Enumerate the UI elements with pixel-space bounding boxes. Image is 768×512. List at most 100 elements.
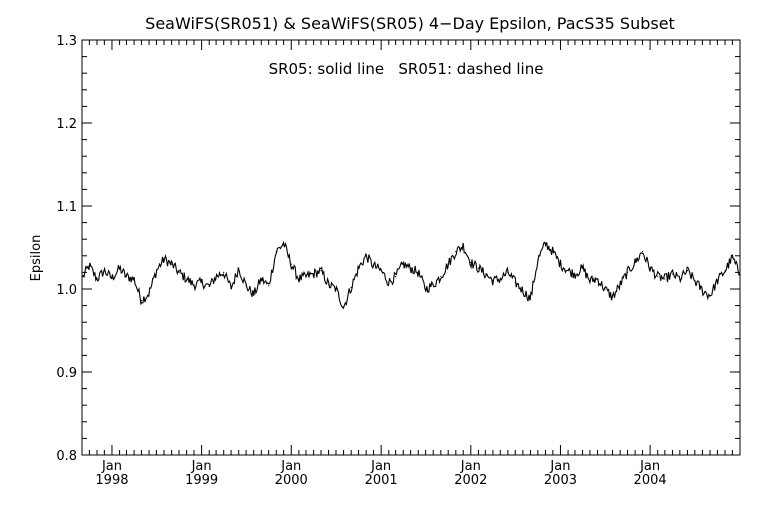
series-point	[484, 273, 486, 275]
series-point	[171, 263, 173, 265]
chart-annotation: SR05: solid line SR051: dashed line	[269, 60, 544, 78]
series-point	[223, 271, 225, 273]
series-point	[626, 271, 629, 273]
plot-frame	[81, 39, 741, 456]
series-line-sr05	[82, 240, 740, 310]
series-point	[552, 251, 554, 253]
series-point	[82, 275, 84, 278]
series-point	[148, 292, 150, 294]
series-point	[155, 270, 158, 272]
series-point	[103, 270, 105, 272]
series-point	[455, 251, 457, 253]
series-point	[313, 273, 315, 275]
x-tick-month-label: Jan	[101, 459, 122, 474]
x-tick-month-label: Jan	[280, 459, 301, 474]
series-point	[193, 284, 195, 286]
x-tick-year-label: 1998	[95, 473, 128, 488]
series-point	[507, 271, 509, 273]
series-point	[657, 275, 659, 278]
series-point	[596, 278, 599, 280]
series-point	[335, 288, 337, 290]
series-point	[619, 284, 621, 286]
x-tick-year-label: 2004	[634, 473, 667, 488]
series-point	[671, 273, 674, 275]
series-point	[96, 278, 98, 280]
series-point	[118, 267, 121, 269]
series-point	[305, 275, 307, 278]
series-point	[88, 265, 90, 267]
x-axis: Jan1998Jan1999Jan2000Jan2001Jan2002Jan20…	[88, 40, 733, 488]
x-tick-month-label: Jan	[639, 459, 660, 474]
series-point	[649, 267, 651, 269]
series-point	[208, 285, 210, 288]
series-point	[133, 278, 135, 280]
series-point	[253, 294, 255, 296]
series-group	[82, 240, 741, 310]
series-point	[492, 280, 494, 282]
x-tick-month-label: Jan	[549, 459, 570, 474]
series-point	[268, 285, 270, 287]
series-point	[140, 300, 143, 302]
series-point	[589, 280, 591, 282]
series-point	[395, 275, 397, 278]
series-point	[701, 290, 704, 292]
series-point	[432, 284, 434, 286]
series-point	[709, 295, 711, 297]
series-point	[544, 242, 547, 244]
series-point	[499, 278, 501, 280]
series-point	[365, 255, 367, 257]
series-point	[477, 267, 480, 269]
y-tick-label: 1.0	[56, 283, 77, 298]
series-point	[716, 280, 719, 282]
series-point	[462, 245, 464, 247]
series-point	[417, 271, 419, 273]
series-point	[125, 275, 128, 278]
x-tick-year-label: 2000	[275, 473, 308, 488]
series-point	[440, 275, 442, 278]
series-point	[574, 273, 576, 275]
series-point	[679, 278, 681, 280]
x-tick-month-label: Jan	[370, 459, 391, 474]
series-point	[664, 278, 666, 280]
series-point	[529, 298, 532, 300]
series-point	[611, 296, 614, 298]
series-point	[342, 306, 345, 308]
series-point	[641, 251, 644, 253]
series-point	[111, 277, 113, 279]
series-point	[186, 278, 188, 280]
x-tick-year-label: 2002	[454, 473, 487, 488]
series-point	[298, 278, 300, 280]
y-axis-label: Epsilon	[29, 235, 44, 282]
y-tick-label: 0.8	[56, 449, 77, 464]
series-point	[559, 263, 562, 265]
series-point	[327, 284, 330, 286]
series-point	[357, 267, 360, 269]
series-point	[178, 271, 180, 273]
series-point	[581, 267, 584, 269]
x-tick-month-label: Jan	[191, 459, 212, 474]
series-point	[686, 270, 689, 272]
y-tick-label: 1.2	[56, 117, 77, 132]
series-point	[402, 263, 404, 265]
y-tick-label: 0.9	[56, 366, 77, 381]
x-tick-year-label: 2001	[365, 473, 398, 488]
x-tick-year-label: 2003	[544, 473, 577, 488]
series-point	[275, 251, 277, 253]
series-point	[215, 275, 217, 278]
series-point	[372, 265, 375, 267]
series-point	[350, 286, 352, 288]
series-point	[537, 259, 539, 261]
y-tick-label: 1.1	[56, 200, 77, 215]
x-tick-year-label: 1999	[185, 473, 218, 488]
series-point	[238, 267, 240, 269]
chart-title: SeaWiFS(SR051) & SeaWiFS(SR05) 4−Day Eps…	[145, 14, 675, 33]
series-point	[425, 288, 427, 290]
series-point	[283, 242, 285, 244]
series-point	[201, 281, 203, 283]
series-point	[163, 258, 165, 260]
series-point	[260, 278, 262, 280]
series-point	[634, 261, 636, 264]
y-axis: 0.8 0.9 1.0 1.1 1.2 1.3	[56, 34, 740, 464]
series-point	[604, 288, 606, 290]
series-point	[567, 270, 569, 272]
